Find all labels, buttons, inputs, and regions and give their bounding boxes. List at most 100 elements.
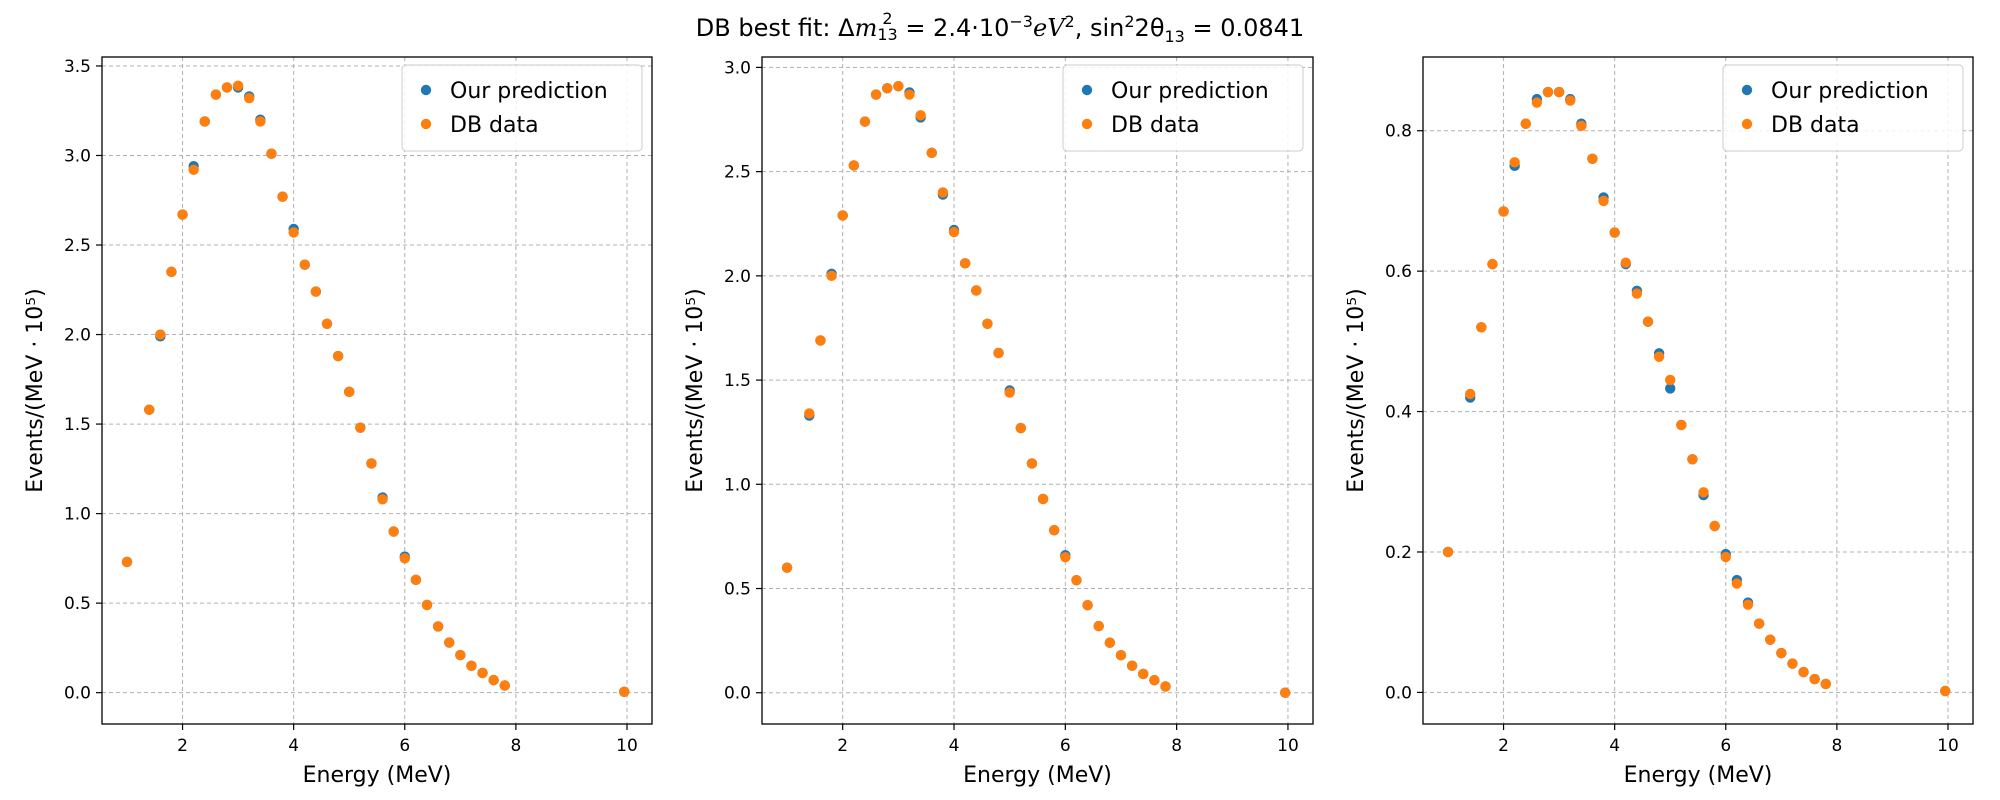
y-tick-label: 0.5 xyxy=(724,580,751,600)
legend-box xyxy=(1722,64,1964,152)
data-point xyxy=(199,116,210,127)
data-point xyxy=(926,147,937,159)
x-axis-label: Energy (MeV) xyxy=(1624,763,1773,788)
data-point xyxy=(255,116,266,127)
legend-marker xyxy=(420,118,432,130)
data-point xyxy=(1520,118,1531,129)
data-point xyxy=(1709,520,1720,532)
data-point xyxy=(1082,599,1093,611)
data-point xyxy=(188,164,199,176)
x-tick-label: 10 xyxy=(616,736,638,756)
data-point xyxy=(993,347,1004,359)
data-point xyxy=(619,686,630,697)
x-tick-label: 6 xyxy=(399,736,410,756)
data-point xyxy=(210,89,222,100)
y-tick-label: 3.5 xyxy=(64,57,91,77)
data-point xyxy=(1037,493,1049,505)
data-point xyxy=(1653,351,1665,362)
x-tick-label: 8 xyxy=(1171,736,1182,756)
data-point xyxy=(221,82,233,93)
data-point xyxy=(1279,687,1291,698)
y-tick-label: 2.5 xyxy=(64,236,91,256)
legend-marker xyxy=(1081,84,1093,96)
data-point xyxy=(299,259,310,270)
legend-label: DB data xyxy=(450,113,539,138)
data-point xyxy=(804,408,815,419)
data-point xyxy=(1798,666,1809,678)
data-point xyxy=(144,404,155,415)
chart-panel-2: 2 4 6 8 10 0.0 0.5 1.0 1.5 2.0 2.5 3.0 Energy (MeV) E… xyxy=(683,56,1314,788)
x-tick-label: 6 xyxy=(1060,736,1071,756)
data-point xyxy=(1498,206,1509,217)
axes-frame xyxy=(101,56,653,725)
y-tick-label: 2.0 xyxy=(64,326,91,346)
x-tick-label: 2 xyxy=(837,736,848,756)
series-db-data xyxy=(781,80,1291,698)
y-tick-label: 0.0 xyxy=(724,684,751,704)
series-db-data xyxy=(1442,86,1951,697)
x-axis-label: Energy (MeV) xyxy=(963,763,1112,788)
x-tick-label: 4 xyxy=(949,736,960,756)
y-tick-label: 0.4 xyxy=(1385,403,1412,423)
data-point xyxy=(1115,650,1127,661)
y-axis-label: Events/(MeV · 10⁵) xyxy=(23,288,48,492)
data-point xyxy=(1071,574,1082,586)
x-tick-label: 10 xyxy=(1937,736,1959,756)
data-point xyxy=(1820,678,1831,690)
x-tick-label: 8 xyxy=(510,736,521,756)
legend-label: Our prediction xyxy=(1111,79,1269,104)
data-point xyxy=(1553,86,1565,98)
data-point xyxy=(1531,97,1543,108)
data-point xyxy=(432,621,444,632)
data-point xyxy=(1940,685,1951,697)
data-point xyxy=(344,386,355,398)
data-point xyxy=(915,110,926,121)
legend: Our prediction DB data xyxy=(1722,64,1964,152)
legend-marker xyxy=(420,84,432,96)
y-tick-label: 0.0 xyxy=(1385,683,1412,703)
data-point xyxy=(859,116,871,127)
x-tick-label: 2 xyxy=(177,736,188,756)
legend-label: DB data xyxy=(1771,113,1860,138)
x-tick-label: 10 xyxy=(1277,736,1299,756)
data-point xyxy=(893,80,904,92)
y-tick-label: 3.0 xyxy=(64,146,91,166)
axes-frame xyxy=(761,56,1314,725)
data-point xyxy=(1665,374,1676,386)
data-point xyxy=(1138,668,1149,680)
data-point xyxy=(277,191,288,202)
data-point xyxy=(1048,524,1060,536)
data-point xyxy=(971,285,982,296)
series-prediction xyxy=(781,80,1291,698)
x-axis-label: Energy (MeV) xyxy=(303,763,452,788)
y-tick-label: 2.5 xyxy=(724,163,751,183)
data-point xyxy=(399,553,410,564)
data-point xyxy=(1731,578,1743,589)
legend-box xyxy=(1062,64,1304,152)
data-point xyxy=(1765,634,1776,645)
data-point xyxy=(1598,195,1609,207)
data-point xyxy=(466,660,477,672)
data-point xyxy=(1642,316,1654,327)
data-point xyxy=(232,80,244,91)
legend-label: Our prediction xyxy=(1771,79,1929,104)
data-point xyxy=(155,329,166,340)
x-tick-label: 2 xyxy=(1498,736,1509,756)
data-point xyxy=(1676,419,1687,431)
data-point xyxy=(848,160,860,171)
x-tick-label: 4 xyxy=(1609,736,1620,756)
y-axis-label: Events/(MeV · 10⁵) xyxy=(683,288,708,492)
data-point xyxy=(366,458,377,469)
data-point xyxy=(377,494,388,505)
legend: Our prediction DB data xyxy=(401,64,643,152)
data-point xyxy=(1609,227,1620,238)
series-prediction xyxy=(1442,86,1951,697)
data-point xyxy=(1665,383,1676,394)
y-tick-label: 2.0 xyxy=(724,267,751,287)
data-point xyxy=(959,258,971,269)
y-tick-label: 0.8 xyxy=(1385,122,1412,142)
data-point xyxy=(1487,258,1498,270)
chart-panel-1: 2 4 6 8 10 0.0 0.5 1.0 1.5 2.0 2.5 3.0 3.5 Energy (Me… xyxy=(23,56,653,788)
data-point xyxy=(982,318,993,329)
data-point xyxy=(1753,618,1765,629)
